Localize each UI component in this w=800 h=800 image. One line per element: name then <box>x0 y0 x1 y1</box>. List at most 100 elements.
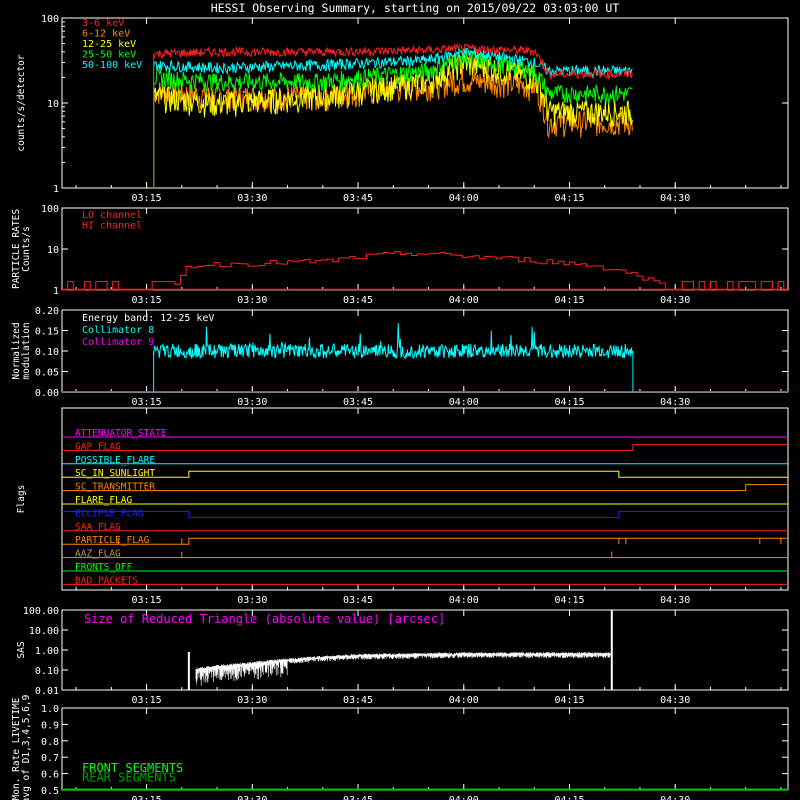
sas-ylabel: SAS <box>16 641 27 658</box>
sas-annotation: Size of Reduced Triangle (absolute value… <box>84 612 445 626</box>
flag-label-flare-flag: FLARE_FLAG <box>75 495 132 506</box>
flag-label-possible-flare: POSSIBLE_FLARE <box>75 455 155 466</box>
particle-rates-xtick-label: 04:00 <box>449 295 479 306</box>
flag-line-sc-in-sunlight <box>62 470 788 478</box>
livetime-ytick-label: 0.7 <box>41 753 59 764</box>
legend-6-12-keV: 6-12 keV <box>82 29 130 40</box>
livetime-ytick-label: 1.0 <box>41 704 59 715</box>
particle-rates-xtick-label: 03:30 <box>237 295 267 306</box>
sas-ytick-label: 10.00 <box>29 626 59 637</box>
count-rate-line-6-12-keV <box>153 69 633 139</box>
flags-xtick-label: 03:30 <box>237 595 267 606</box>
modulation-ylabel: Normalizedmodulation <box>11 322 32 379</box>
livetime-xtick-label: 03:30 <box>237 795 267 800</box>
count-rate-line-12-25-keV <box>153 53 633 127</box>
count-rates-xtick-label: 03:15 <box>132 193 162 204</box>
flag-label-saa-flag: SAA_FLAG <box>75 522 121 533</box>
count-rates-ylabel-line: counts/s/detector <box>16 54 27 152</box>
legend-LO-channel: LO channel <box>82 210 142 221</box>
modulation-ylabel-line: Normalized <box>11 322 22 379</box>
sas-triangle-line <box>195 652 612 686</box>
count-rate-line-50-100-keV <box>153 46 633 78</box>
count-rate-line-3-6-keV <box>153 43 633 81</box>
modulation-xtick-label: 03:30 <box>237 397 267 408</box>
collimator-8-line <box>153 323 633 360</box>
particle-rates-ylabel-line: PARTICLE RATES <box>11 209 22 289</box>
count-rates-xtick-label: 04:00 <box>449 193 479 204</box>
legend-HI-channel: HI channel <box>82 221 142 232</box>
flags-ylabel: Flags <box>16 485 27 514</box>
sas-xtick-label: 04:30 <box>660 695 690 706</box>
count-rates-ytick-label: 1 <box>53 184 59 195</box>
count-rates-xtick-label: 04:15 <box>554 193 584 204</box>
sas-ytick-label: 1.00 <box>35 646 59 657</box>
livetime-xtick-label: 04:15 <box>554 795 584 800</box>
flag-line-sc-transmitter <box>62 484 788 492</box>
modulation-xtick-label: 04:00 <box>449 397 479 408</box>
legend-25-50-keV: 25-50 keV <box>82 50 136 61</box>
particle-rates-ytick-label: 10 <box>47 245 59 256</box>
sas-ytick-label: 0.01 <box>35 686 59 697</box>
livetime-ytick-label: 0.6 <box>41 770 59 781</box>
flags-panel: 03:15 03:30 03:45 04:00 04:15 04:30 Flags ATTEN… <box>16 407 789 606</box>
flag-label-sc-in-sunlight: SC_IN_SUNLIGHT <box>75 468 155 479</box>
legend-front-segments: FRONT SEGMENTS <box>82 761 183 775</box>
legend-3-6-keV: 3-6 keV <box>82 18 124 29</box>
flag-label-attenuator-state: ATTENUATOR_STATE <box>75 428 167 439</box>
particle-rates-xtick-label: 04:30 <box>660 295 690 306</box>
flag-label-eclipse-flag: ECLIPSE_FLAG <box>75 508 144 519</box>
flag-label-aaz-flag: AAZ_FLAG <box>75 549 121 560</box>
flags-xtick-label: 04:30 <box>660 595 690 606</box>
sas-xtick-label: 04:15 <box>554 695 584 706</box>
sas-xtick-label: 04:00 <box>449 695 479 706</box>
count-rates-xtick-label: 04:30 <box>660 193 690 204</box>
modulation-xtick-label: 04:15 <box>554 397 584 408</box>
livetime-xtick-label: 04:30 <box>660 795 690 800</box>
livetime-ytick-label: 0.9 <box>41 720 59 731</box>
sas-xtick-label: 03:15 <box>132 695 162 706</box>
flag-label-bad-packets: BAD_PACKETS <box>75 575 138 586</box>
count-rates-ylabel: counts/s/detector <box>16 54 27 152</box>
livetime-ylabel-line: Mon. Rate LIVETIME <box>11 697 22 800</box>
particle-rates-ytick-label: 100 <box>41 204 59 215</box>
flag-label-gap-flag: GAP_FLAG <box>75 441 121 452</box>
count-rates-ytick-label: 100 <box>41 14 59 25</box>
modulation-xtick-label: 04:30 <box>660 397 690 408</box>
flag-label-fronts-off: FRONTS_OFF <box>75 562 132 573</box>
flags-xtick-label: 03:15 <box>132 595 162 606</box>
sas-panel: 03:15 03:30 03:45 04:00 04:15 04:30 0.01 0.10 1.… <box>16 606 789 706</box>
count-rates-ytick-label: 10 <box>47 99 59 110</box>
flags-frame <box>61 407 789 591</box>
count-rate-line-25-50-keV <box>153 48 633 105</box>
count-rates-xtick-label: 03:30 <box>237 193 267 204</box>
flag-line-particle-flag <box>62 537 788 545</box>
modulation-ytick-label: 0.00 <box>35 388 59 399</box>
flags-xtick-label: 04:00 <box>449 595 479 606</box>
flag-label-particle-flag: PARTICLE_FLAG <box>75 535 150 546</box>
sas-ytick-label: 100.00 <box>23 606 59 617</box>
legend-rear-segments: REAR SEGMENTS <box>82 771 176 785</box>
particle-rates-frame <box>61 207 789 291</box>
legend-12-25-keV: 12-25 keV <box>82 39 136 50</box>
modulation-ytick-label: 0.10 <box>35 347 59 358</box>
livetime-xtick-label: 03:45 <box>343 795 373 800</box>
count-rates-panel: 03:15 03:30 03:45 04:00 04:15 04:30 1 10 100 coun… <box>16 14 789 204</box>
sas-xtick-label: 03:30 <box>237 695 267 706</box>
particle-rates-xtick-label: 04:15 <box>554 295 584 306</box>
modulation-xtick-label: 03:15 <box>132 397 162 408</box>
modulation-ytick-label: 0.20 <box>35 306 59 317</box>
livetime-ytick-label: 0.5 <box>41 786 59 797</box>
particle-rates-panel: 03:15 03:30 03:45 04:00 04:15 04:30 1 10 100 PART… <box>11 204 789 306</box>
particle-rates-ylabel-line: Counts/s <box>21 226 32 272</box>
flags-ylabel-line: Flags <box>16 485 27 514</box>
lo-channel-line <box>62 251 785 291</box>
legend-50-100-keV: 50-100 keV <box>82 60 142 71</box>
flags-xtick-label: 04:15 <box>554 595 584 606</box>
flag-line-eclipse-flag <box>62 510 788 518</box>
sas-ytick-label: 0.10 <box>35 666 59 677</box>
flag-line-gap-flag <box>62 443 788 451</box>
sas-ylabel-line: SAS <box>16 641 27 658</box>
sas-xtick-label: 03:45 <box>343 695 373 706</box>
